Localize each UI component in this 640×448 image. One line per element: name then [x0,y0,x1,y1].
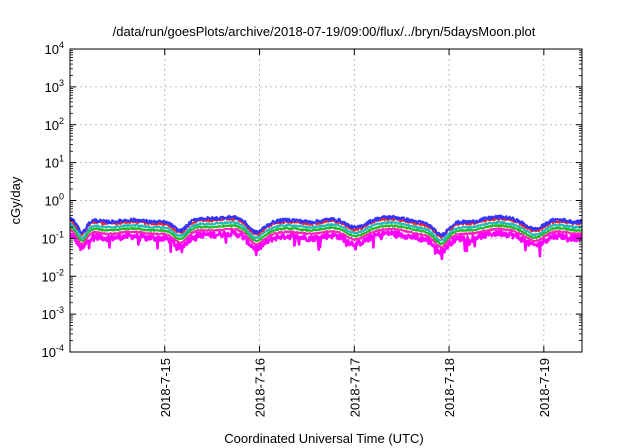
x-tick-label: 2018-7-15 [158,358,173,417]
y-tick-exponent: -4 [56,343,64,353]
x-axis-label: Coordinated Universal Time (UTC) [224,431,423,446]
y-tick-base: 10 [45,194,59,209]
y-tick-label: 103 [45,78,64,95]
y-tick-exponent: 0 [59,192,64,202]
y-tick-label: 100 [45,192,64,209]
y-tick-label: 10-3 [42,305,64,322]
y-tick-base: 10 [45,156,59,171]
y-tick-label: 10-2 [42,267,64,284]
y-tick-base: 10 [45,118,59,133]
y-axis-label: cGy/day [8,176,23,224]
x-tick-label: 2018-7-18 [442,358,457,417]
y-tick-base: 10 [45,42,59,57]
x-axis: 2018-7-15 2018-7-16 2018-7-17 2018-7-18 2018… [158,49,552,417]
x-tick-label: 2018-7-16 [253,358,268,417]
y-tick-exponent: 4 [59,40,64,50]
y-tick-base: 10 [42,269,56,284]
y-tick-exponent: -2 [56,267,64,277]
series-line [70,220,582,242]
y-tick-exponent: 3 [59,78,64,88]
y-tick-exponent: -3 [56,305,64,315]
series-group [70,214,582,261]
y-tick-exponent: -1 [56,229,64,239]
series-line [70,214,582,238]
series-line [70,224,582,246]
y-tick-exponent: 1 [59,154,64,164]
series-line [70,227,582,249]
y-tick-label: 10-1 [42,229,64,246]
y-tick-label: 10-4 [42,343,64,360]
x-tick-label: 2018-7-19 [537,358,552,417]
y-tick-exponent: 2 [59,116,64,126]
x-tick-label: 2018-7-17 [347,358,362,417]
y-tick-base: 10 [45,80,59,95]
chart-title: /data/run/goesPlots/archive/2018-07-19/0… [113,24,536,39]
y-tick-base: 10 [42,231,56,246]
y-tick-base: 10 [42,307,56,322]
y-tick-base: 10 [42,345,56,360]
y-tick-label: 101 [45,154,64,171]
y-tick-label: 102 [45,116,64,133]
y-tick-label: 104 [45,40,64,57]
grid [70,49,582,352]
series-line [70,229,582,261]
